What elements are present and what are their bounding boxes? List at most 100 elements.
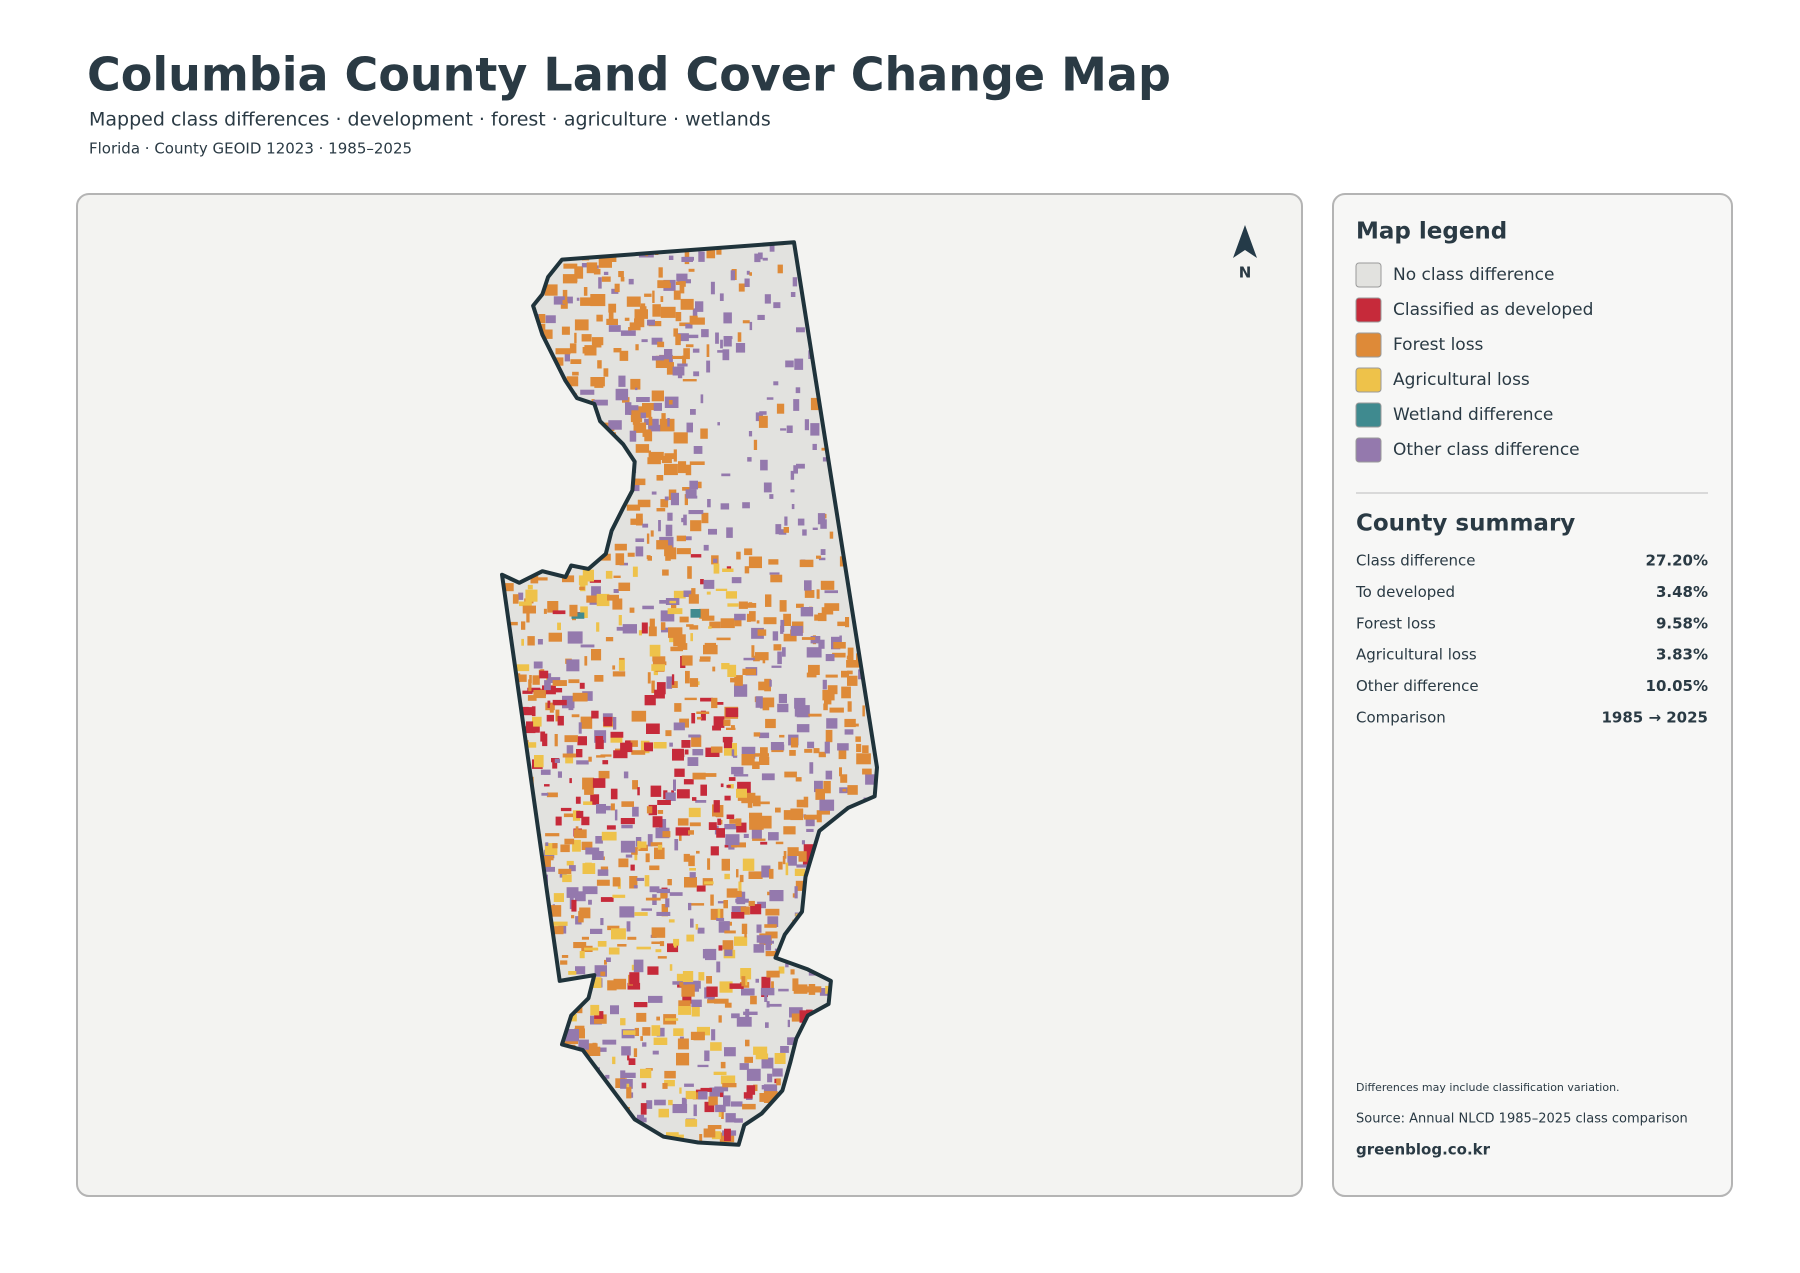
change-patch: [636, 406, 652, 418]
change-patch: [620, 742, 633, 753]
change-patch: [773, 644, 782, 651]
change-patch: [703, 579, 715, 589]
change-patch: [764, 924, 777, 928]
change-patch: [591, 649, 602, 661]
change-patch: [553, 893, 564, 902]
change-patch: [562, 274, 578, 284]
change-patch: [723, 719, 731, 726]
change-patch: [626, 1086, 632, 1099]
change-patch: [672, 1104, 688, 1114]
change-patch: [689, 315, 698, 324]
change-patch: [648, 995, 663, 1003]
change-patch: [603, 271, 609, 275]
change-patch: [686, 422, 693, 433]
change-patch: [832, 652, 846, 658]
summary-title: County summary: [1356, 511, 1575, 537]
change-patch: [635, 387, 638, 391]
change-patch: [837, 743, 849, 751]
change-patch: [776, 403, 785, 414]
change-patch: [637, 841, 647, 848]
change-patch: [688, 855, 695, 867]
change-patch: [749, 321, 753, 331]
change-patch: [592, 778, 606, 788]
change-patch: [759, 411, 767, 415]
change-patch: [651, 337, 663, 345]
change-patch: [847, 670, 853, 675]
change-patch: [594, 382, 604, 388]
change-patch: [770, 574, 783, 583]
change-patch: [607, 980, 617, 991]
change-patch: [582, 886, 598, 895]
change-patch: [724, 930, 736, 934]
change-patch: [612, 877, 621, 887]
change-patch: [708, 626, 712, 629]
change-patch: [766, 970, 780, 978]
change-patch: [787, 1037, 799, 1045]
change-patch: [639, 306, 647, 312]
change-patch: [704, 1050, 710, 1062]
change-patch: [652, 656, 666, 662]
change-patch: [695, 924, 699, 930]
change-patch: [664, 463, 678, 476]
change-patch: [822, 457, 830, 462]
change-patch: [658, 1108, 669, 1118]
change-patch: [744, 548, 753, 556]
change-patch: [685, 749, 689, 755]
change-patch: [699, 608, 710, 619]
change-patch: [571, 714, 580, 718]
change-patch: [568, 679, 580, 684]
change-patch: [737, 332, 742, 342]
change-patch: [805, 819, 815, 827]
change-patch: [630, 518, 643, 525]
change-patch: [846, 655, 850, 660]
change-patch: [660, 296, 664, 302]
change-patch: [592, 1042, 597, 1055]
change-patch: [746, 1085, 756, 1095]
change-patch: [712, 725, 721, 731]
change-patch: [677, 789, 690, 799]
change-patch: [659, 941, 665, 947]
change-patch: [580, 606, 588, 618]
change-patch: [736, 788, 747, 798]
change-patch: [751, 828, 762, 839]
change-patch: [579, 682, 585, 689]
change-patch: [650, 785, 662, 797]
change-patch: [606, 825, 616, 830]
change-patch: [761, 1057, 774, 1069]
change-patch: [573, 942, 587, 949]
change-patch: [614, 283, 620, 293]
change-patch: [769, 494, 774, 499]
change-patch: [598, 255, 612, 268]
change-patch: [652, 816, 663, 828]
change-patch: [629, 972, 640, 985]
change-patch: [699, 1134, 703, 1145]
change-patch: [537, 639, 543, 645]
change-patch: [765, 908, 780, 916]
change-patch: [755, 696, 763, 708]
change-patch: [636, 515, 642, 519]
change-patch: [794, 868, 806, 876]
change-patch: [612, 598, 623, 610]
change-patch: [674, 768, 685, 777]
change-patch: [653, 402, 662, 411]
change-patch: [566, 659, 580, 672]
change-patch: [765, 931, 778, 939]
change-patch: [596, 879, 610, 886]
change-patch: [685, 1119, 698, 1127]
change-patch: [736, 551, 741, 560]
change-patch: [562, 289, 568, 302]
change-patch: [586, 262, 598, 274]
change-patch: [628, 278, 634, 285]
change-patch: [824, 741, 830, 754]
change-patch: [844, 729, 854, 735]
change-patch: [649, 644, 661, 657]
change-patch: [819, 799, 835, 811]
change-patch: [546, 792, 558, 798]
change-patch: [651, 941, 661, 944]
change-patch: [618, 615, 622, 626]
change-patch: [584, 947, 599, 951]
change-patch: [648, 626, 657, 637]
change-patch: [844, 718, 856, 728]
change-patch: [818, 557, 826, 561]
change-patch: [782, 647, 786, 657]
